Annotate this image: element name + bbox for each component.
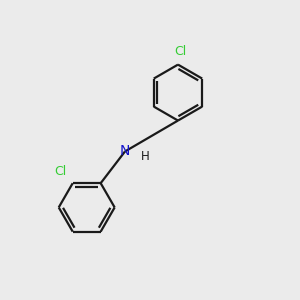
Text: N: N bbox=[120, 145, 130, 158]
Text: Cl: Cl bbox=[174, 45, 187, 58]
Text: H: H bbox=[141, 150, 150, 163]
Text: Cl: Cl bbox=[54, 165, 66, 178]
